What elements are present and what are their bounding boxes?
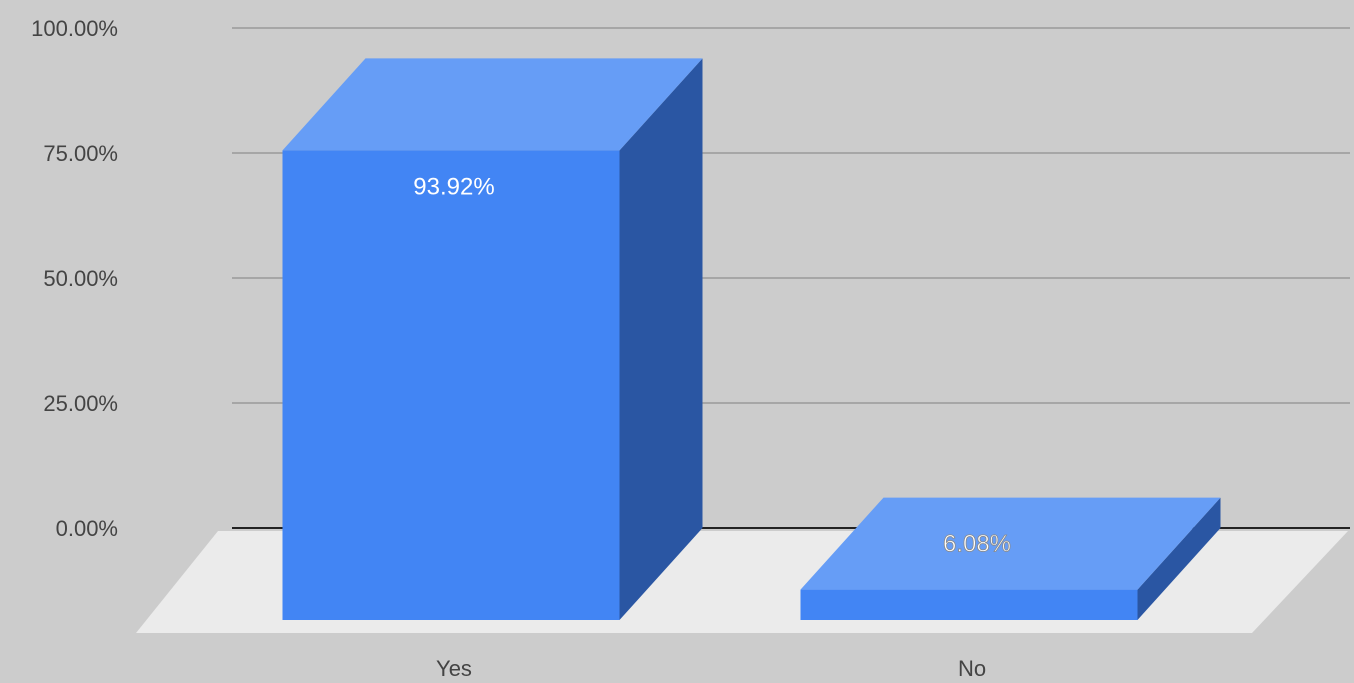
bar-side-face xyxy=(1137,497,1221,620)
bar-no xyxy=(800,497,1221,620)
bar-side-face xyxy=(619,58,703,620)
data-label: 6.08% xyxy=(943,531,1011,558)
bars xyxy=(282,58,1221,620)
bar-front-face xyxy=(800,589,1138,620)
y-tick-label: 100.00% xyxy=(31,16,118,41)
y-tick-label: 25.00% xyxy=(43,391,118,416)
data-labels: 93.92% 6.08% xyxy=(413,173,1011,558)
bar-top-face xyxy=(800,497,1221,590)
x-axis-category-labels: Yes No xyxy=(436,656,986,681)
y-axis-tick-labels: 0.00% 25.00% 50.00% 75.00% 100.00% xyxy=(31,16,118,541)
x-category-label: No xyxy=(958,656,986,681)
bar-yes xyxy=(282,58,703,620)
data-label: 93.92% xyxy=(413,173,494,200)
y-tick-label: 50.00% xyxy=(43,266,118,291)
bar-top-face xyxy=(282,58,703,151)
bar-front-face xyxy=(282,150,620,620)
x-category-label: Yes xyxy=(436,656,472,681)
y-tick-label: 75.00% xyxy=(43,141,118,166)
y-tick-label: 0.00% xyxy=(56,516,118,541)
